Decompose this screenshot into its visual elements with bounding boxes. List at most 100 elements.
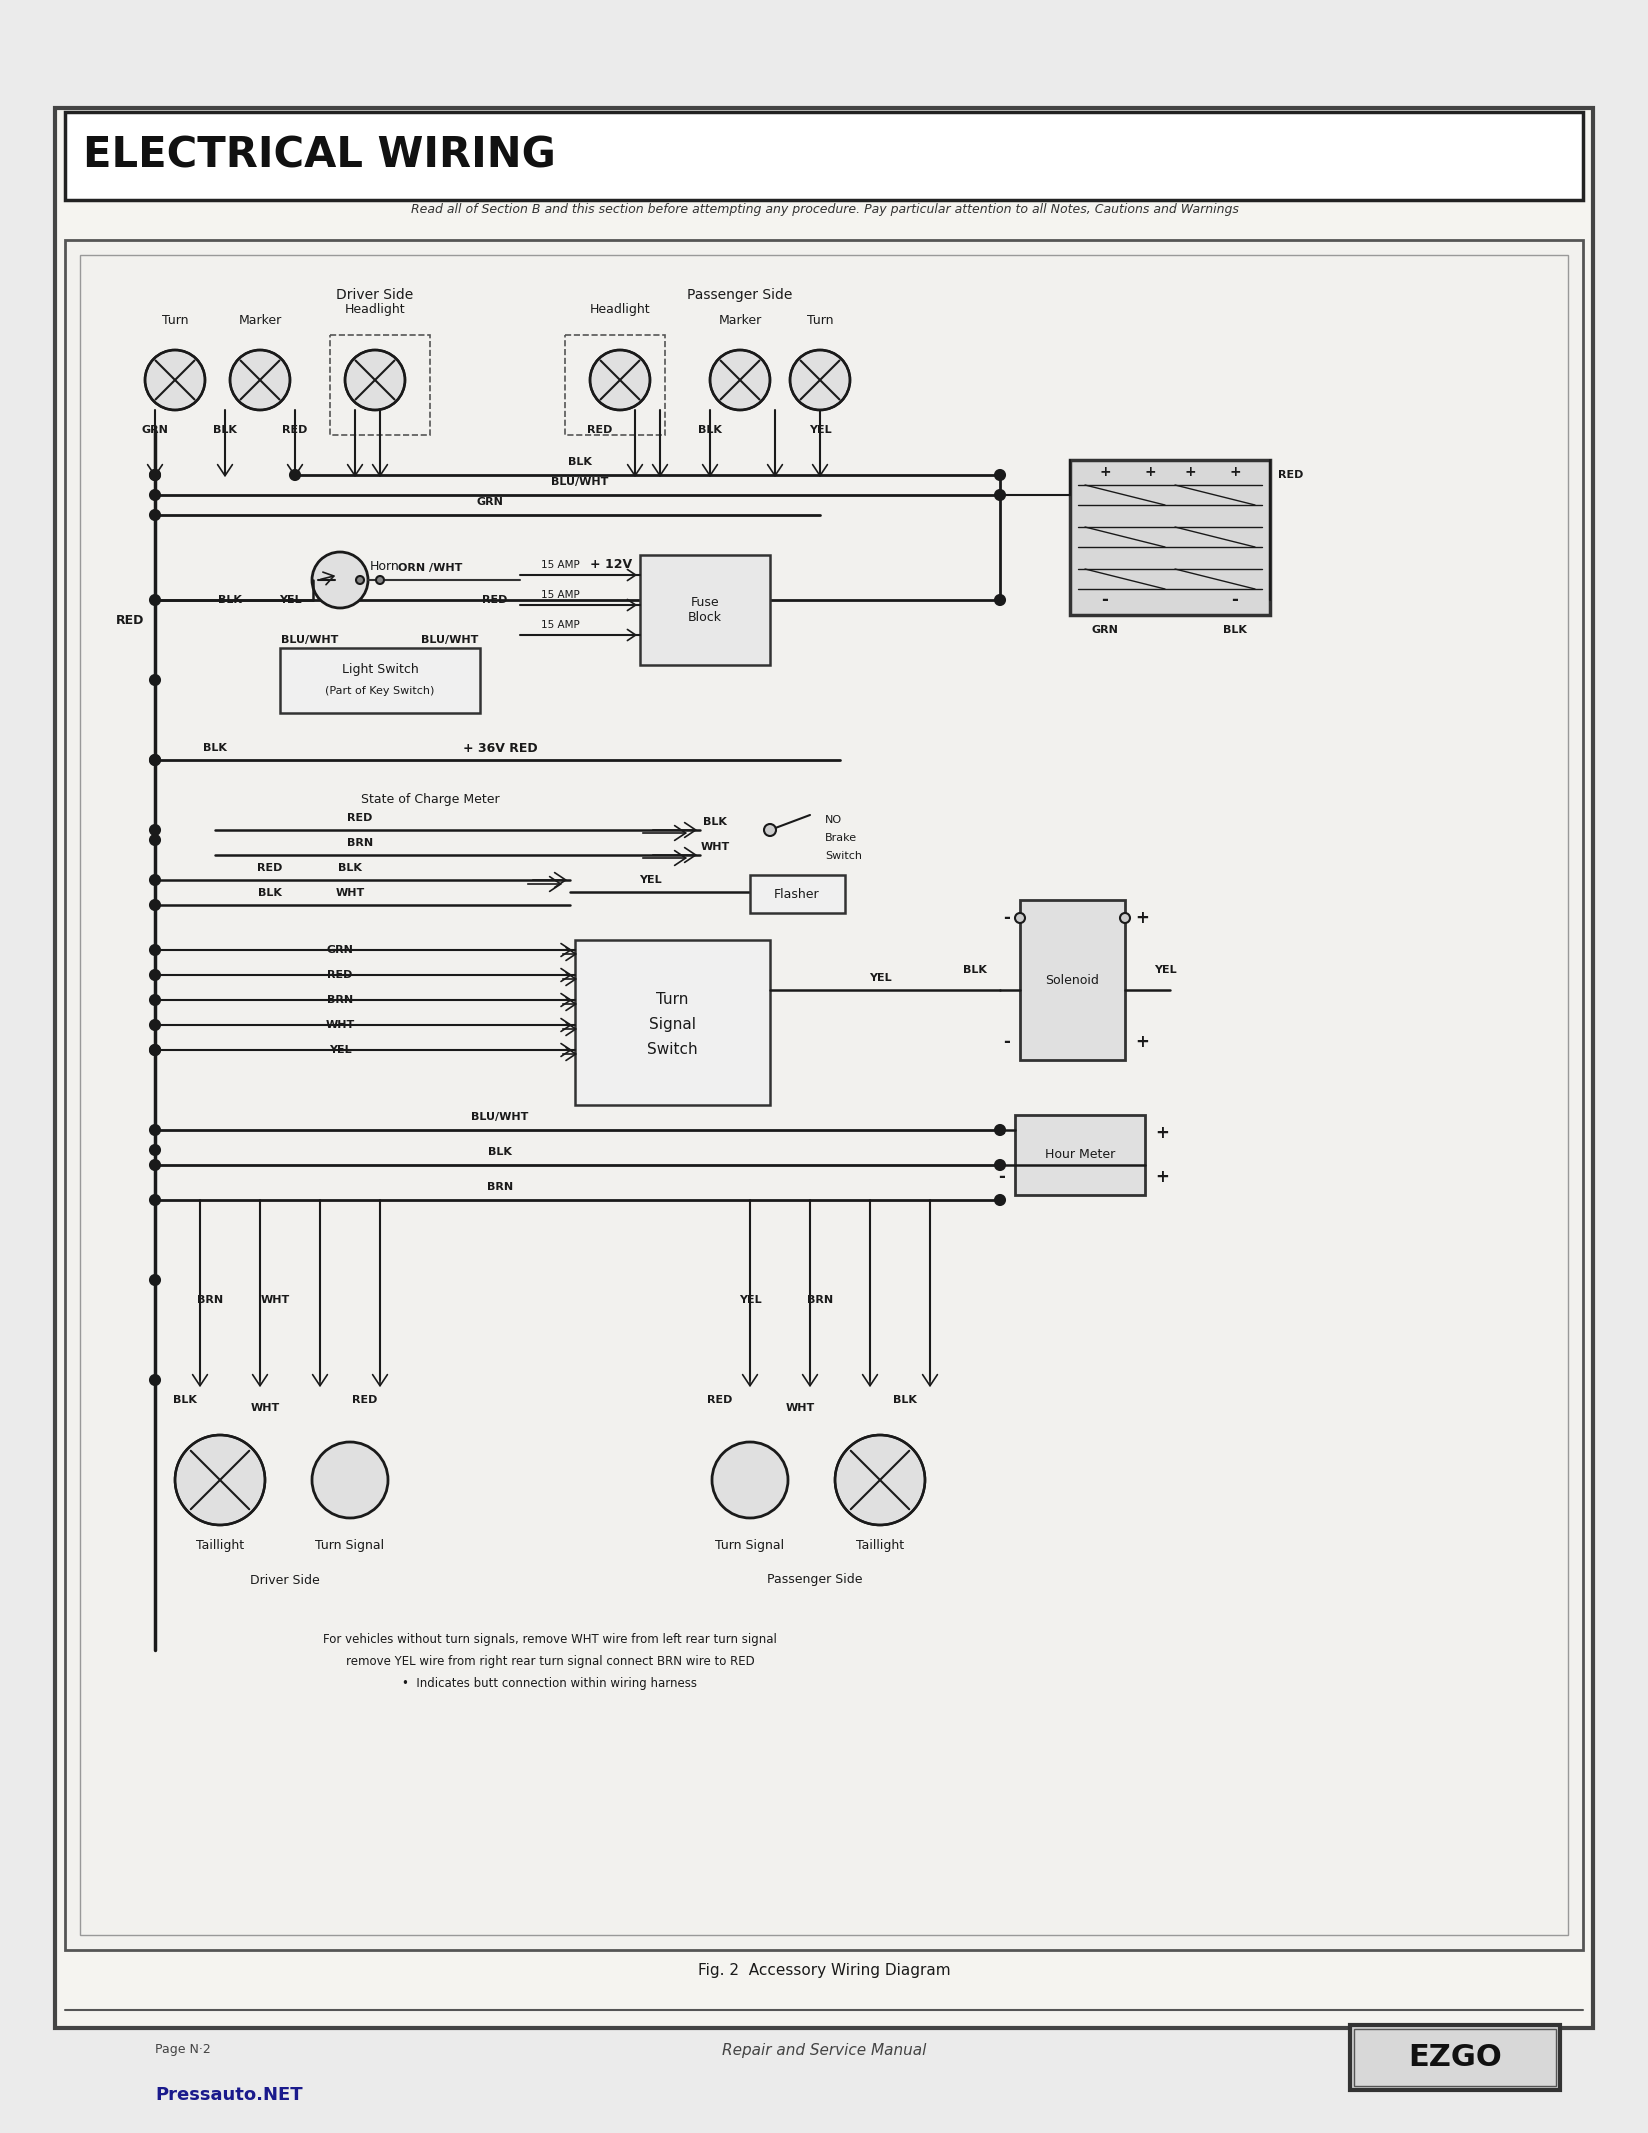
Text: BLK: BLK: [567, 456, 592, 467]
Circle shape: [994, 469, 1004, 480]
Bar: [280, 648, 480, 712]
Text: Switch: Switch: [646, 1043, 697, 1058]
Text: 15 AMP: 15 AMP: [541, 591, 578, 599]
Circle shape: [150, 1124, 160, 1135]
Text: RED: RED: [353, 1395, 377, 1406]
Text: State of Charge Meter: State of Charge Meter: [361, 793, 499, 806]
Text: -: -: [1231, 591, 1238, 610]
Circle shape: [229, 350, 290, 410]
Text: + 12V: + 12V: [590, 559, 631, 572]
Text: WHT: WHT: [700, 843, 728, 851]
Text: RED: RED: [282, 424, 308, 435]
Text: Brake: Brake: [824, 834, 857, 843]
Text: +: +: [1183, 465, 1195, 480]
Text: BLK: BLK: [488, 1148, 511, 1156]
Circle shape: [376, 576, 384, 584]
Text: BLK: BLK: [257, 887, 282, 898]
Circle shape: [994, 595, 1004, 606]
Text: BRN: BRN: [196, 1295, 222, 1305]
Text: WHT: WHT: [335, 887, 364, 898]
Text: Passenger Side: Passenger Side: [766, 1574, 862, 1587]
Text: + 36V RED: + 36V RED: [463, 742, 537, 755]
Text: Turn: Turn: [656, 992, 689, 1007]
Text: WHT: WHT: [250, 1404, 280, 1412]
Text: RED: RED: [115, 614, 143, 627]
Text: 15 AMP: 15 AMP: [541, 561, 578, 570]
Text: Signal: Signal: [649, 1017, 695, 1032]
Text: WHT: WHT: [784, 1404, 814, 1412]
Circle shape: [150, 469, 160, 480]
Circle shape: [311, 1442, 387, 1519]
Text: YEL: YEL: [868, 973, 892, 983]
Text: (Part of Key Switch): (Part of Key Switch): [325, 687, 435, 695]
Text: Repair and Service Manual: Repair and Service Manual: [722, 2043, 926, 2058]
Circle shape: [763, 823, 776, 836]
Circle shape: [150, 1194, 160, 1205]
Circle shape: [150, 510, 160, 520]
Text: Taillight: Taillight: [855, 1538, 903, 1551]
Circle shape: [150, 1145, 160, 1154]
Text: RED: RED: [326, 971, 353, 979]
Bar: [1350, 2024, 1559, 2090]
Circle shape: [150, 755, 160, 766]
Text: -: -: [997, 1169, 1004, 1186]
Text: 15 AMP: 15 AMP: [541, 621, 578, 629]
Text: BLK: BLK: [1223, 625, 1246, 636]
Text: +: +: [1154, 1124, 1168, 1141]
Text: Headlight: Headlight: [344, 303, 405, 316]
Circle shape: [145, 350, 204, 410]
Text: BLK: BLK: [702, 817, 727, 828]
Text: YEL: YEL: [808, 424, 831, 435]
Text: RED: RED: [707, 1395, 732, 1406]
Text: YEL: YEL: [738, 1295, 761, 1305]
Circle shape: [150, 900, 160, 911]
Text: YEL: YEL: [1154, 964, 1175, 975]
Circle shape: [344, 350, 405, 410]
Circle shape: [150, 1045, 160, 1056]
Circle shape: [590, 350, 649, 410]
Bar: [1353, 2028, 1556, 2086]
Text: GRN: GRN: [142, 424, 168, 435]
Text: Turn: Turn: [162, 314, 188, 326]
Circle shape: [311, 552, 368, 608]
Circle shape: [150, 1276, 160, 1284]
Circle shape: [150, 755, 160, 766]
Text: Hour Meter: Hour Meter: [1045, 1148, 1114, 1162]
Circle shape: [150, 945, 160, 956]
Circle shape: [994, 491, 1004, 499]
Text: Fuse
Block: Fuse Block: [687, 595, 722, 625]
Text: Light Switch: Light Switch: [341, 663, 419, 676]
Circle shape: [710, 350, 770, 410]
Text: YEL: YEL: [279, 595, 302, 606]
Bar: [64, 241, 1582, 1950]
Text: remove YEL wire from right rear turn signal connect BRN wire to RED: remove YEL wire from right rear turn sig…: [346, 1655, 753, 1668]
Circle shape: [789, 350, 849, 410]
Text: BLU/WHT: BLU/WHT: [471, 1111, 529, 1122]
Text: BRN: BRN: [806, 1295, 832, 1305]
Text: BLK: BLK: [338, 864, 361, 872]
Text: RED: RED: [1277, 469, 1302, 480]
Circle shape: [175, 1436, 265, 1525]
Text: RED: RED: [481, 595, 508, 606]
Text: GRN: GRN: [326, 945, 353, 956]
Text: Turn Signal: Turn Signal: [315, 1538, 384, 1551]
Circle shape: [150, 1160, 160, 1171]
Circle shape: [150, 971, 160, 979]
Bar: [1015, 1116, 1144, 1194]
Text: Passenger Side: Passenger Side: [687, 288, 793, 303]
Text: BLK: BLK: [893, 1395, 916, 1406]
Text: GRN: GRN: [1091, 625, 1117, 636]
Text: ORN /WHT: ORN /WHT: [397, 563, 461, 574]
Circle shape: [150, 825, 160, 834]
Text: Horn: Horn: [369, 559, 399, 572]
Text: Marker: Marker: [239, 314, 282, 326]
Text: Marker: Marker: [719, 314, 761, 326]
Text: -: -: [1002, 909, 1009, 928]
Circle shape: [1015, 913, 1025, 924]
Text: +: +: [1134, 909, 1149, 928]
Text: EZGO: EZGO: [1407, 2043, 1501, 2071]
Circle shape: [356, 576, 364, 584]
Bar: [639, 555, 770, 665]
Text: BRN: BRN: [346, 838, 372, 849]
Text: YEL: YEL: [638, 875, 661, 885]
